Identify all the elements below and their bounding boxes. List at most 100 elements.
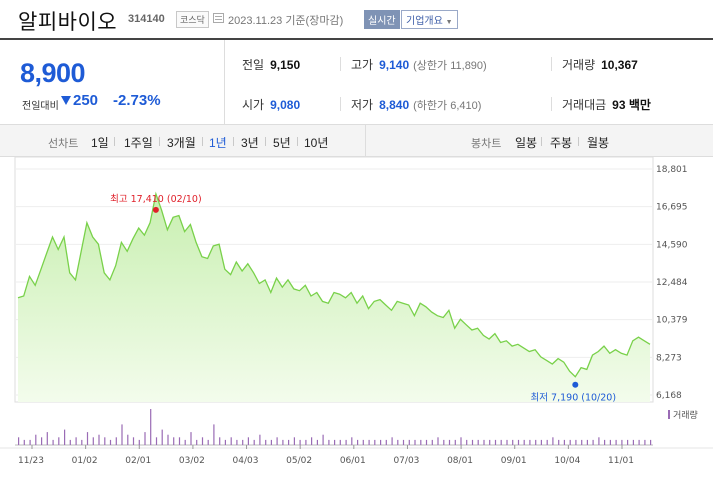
- volume-bar: [604, 439, 606, 445]
- volume-bar: [512, 439, 514, 445]
- volume-bar: [339, 439, 341, 445]
- x-tick-label: 07/03: [393, 456, 419, 466]
- x-tick-label: 04/03: [233, 456, 259, 466]
- divider: [541, 137, 542, 146]
- volume-bar: [230, 437, 232, 445]
- line-chart-label: 선차트: [48, 138, 79, 150]
- min-point-marker: [572, 381, 579, 388]
- volume-bar: [477, 439, 479, 445]
- candle-option-weekly[interactable]: 주봉: [550, 136, 573, 150]
- volume-bar: [207, 439, 209, 445]
- volume-bar: [104, 437, 106, 445]
- price-panel: 8,900 전일대비 250 -2.73%: [0, 40, 225, 124]
- volume-bar: [98, 434, 100, 445]
- volume-bar: [41, 437, 43, 445]
- stat-unit: 백만: [628, 98, 651, 112]
- volume-bar: [414, 439, 416, 445]
- x-tick-label: 05/02: [286, 456, 312, 466]
- stat-label: 전일: [242, 58, 265, 72]
- stat-volume: 거래량 10,367: [562, 56, 638, 73]
- volume-bar: [362, 439, 364, 445]
- period-option-3y[interactable]: 3년: [241, 136, 259, 150]
- price-area: [18, 193, 650, 402]
- period-bar: 선차트 1일 1주일 3개월 1년 3년 5년 10년 봉차트 일봉 주봉 월봉: [0, 125, 713, 157]
- stat-open: 시가 9,080: [242, 96, 300, 113]
- volume-bar: [621, 439, 623, 445]
- volume-bar: [471, 439, 474, 445]
- market-badge: 코스닥: [176, 11, 209, 28]
- divider: [202, 137, 203, 146]
- y-axis: 18,801 16,695 14,590 12,484 10,379 8,273 6,168: [656, 165, 688, 401]
- stat-sub: (하한가 6,410): [413, 100, 481, 112]
- price-chart[interactable]: 18,801 16,695 14,590 12,484 10,379 8,273 6,168…: [0, 157, 713, 487]
- stat-high: 고가 9,140 (상한가 11,890): [351, 56, 487, 73]
- period-option-1w[interactable]: 1주일: [124, 136, 153, 150]
- period-option-3m[interactable]: 3개월: [167, 136, 196, 150]
- y-tick-label: 12,484: [656, 278, 688, 288]
- volume-bar: [494, 439, 497, 445]
- stat-low: 저가 8,840 (하한가 6,410): [351, 96, 481, 113]
- stock-code: 314140: [128, 13, 165, 25]
- volume-bar: [374, 439, 376, 445]
- volume-bar: [506, 439, 508, 445]
- divider: [159, 137, 160, 146]
- volume-bar: [109, 439, 112, 445]
- upper-limit-label: (상한가: [413, 60, 448, 72]
- volume-bar: [219, 437, 221, 445]
- company-overview-dropdown[interactable]: 기업개요 ▼: [401, 10, 458, 29]
- volume-bar: [391, 437, 393, 445]
- company-overview-label: 기업개요: [406, 16, 443, 27]
- volume-bar: [598, 437, 600, 445]
- x-tick-label: 09/01: [501, 456, 527, 466]
- stat-value: 9,080: [270, 98, 301, 112]
- stat-value: 93: [612, 98, 626, 112]
- volume-bar: [523, 439, 525, 445]
- price-change: 250: [73, 92, 99, 109]
- volume-bar: [35, 434, 37, 445]
- volume-bar: [454, 439, 456, 445]
- volume-bar: [92, 437, 94, 445]
- volume-bar: [127, 434, 129, 445]
- x-tick-label: 08/01: [447, 456, 473, 466]
- divider: [233, 137, 234, 146]
- volume-bar: [155, 437, 158, 445]
- candle-option-daily[interactable]: 일봉: [515, 136, 538, 150]
- period-option-10y[interactable]: 10년: [304, 136, 329, 150]
- price-change-percent: -2.73%: [113, 92, 161, 109]
- stat-sub: (상한가 11,890): [413, 60, 487, 72]
- stat-label: 저가: [351, 98, 374, 112]
- volume-bar: [150, 409, 152, 445]
- volume-bar: [161, 429, 163, 445]
- volume-bar: [385, 439, 387, 445]
- stock-name: 알피바이오: [18, 11, 118, 34]
- x-tick-label: 06/01: [340, 456, 366, 466]
- period-option-1d[interactable]: 1일: [91, 136, 109, 150]
- volume-bar: [357, 439, 359, 445]
- volume-bar: [638, 439, 640, 445]
- volume-bar: [500, 439, 502, 445]
- volume-bar: [517, 439, 520, 445]
- volume-bar: [69, 439, 71, 445]
- divider: [340, 97, 341, 111]
- volume-bar: [420, 439, 422, 445]
- realtime-button[interactable]: 실시간: [364, 10, 400, 29]
- divider: [114, 137, 115, 146]
- volume-bar: [305, 439, 307, 445]
- volume-bar: [540, 439, 542, 445]
- y-tick-label: 6,168: [656, 391, 682, 401]
- candle-chart-label: 봉차트: [471, 138, 502, 150]
- volume-bar: [184, 439, 186, 445]
- period-option-1y[interactable]: 1년: [209, 136, 227, 150]
- stat-amount: 거래대금 93 백만: [562, 96, 651, 113]
- volume-bar: [167, 434, 169, 445]
- volume-bar: [615, 439, 617, 445]
- volume-bar: [213, 424, 215, 445]
- volume-bar: [425, 439, 428, 445]
- volume-bar: [276, 437, 278, 445]
- volume-bar: [581, 439, 583, 445]
- candle-option-monthly[interactable]: 월봉: [587, 136, 610, 150]
- lower-limit-value: 6,410): [450, 100, 482, 112]
- period-option-5y[interactable]: 5년: [273, 136, 291, 150]
- volume-bar: [483, 439, 485, 445]
- volume-bar: [627, 439, 629, 445]
